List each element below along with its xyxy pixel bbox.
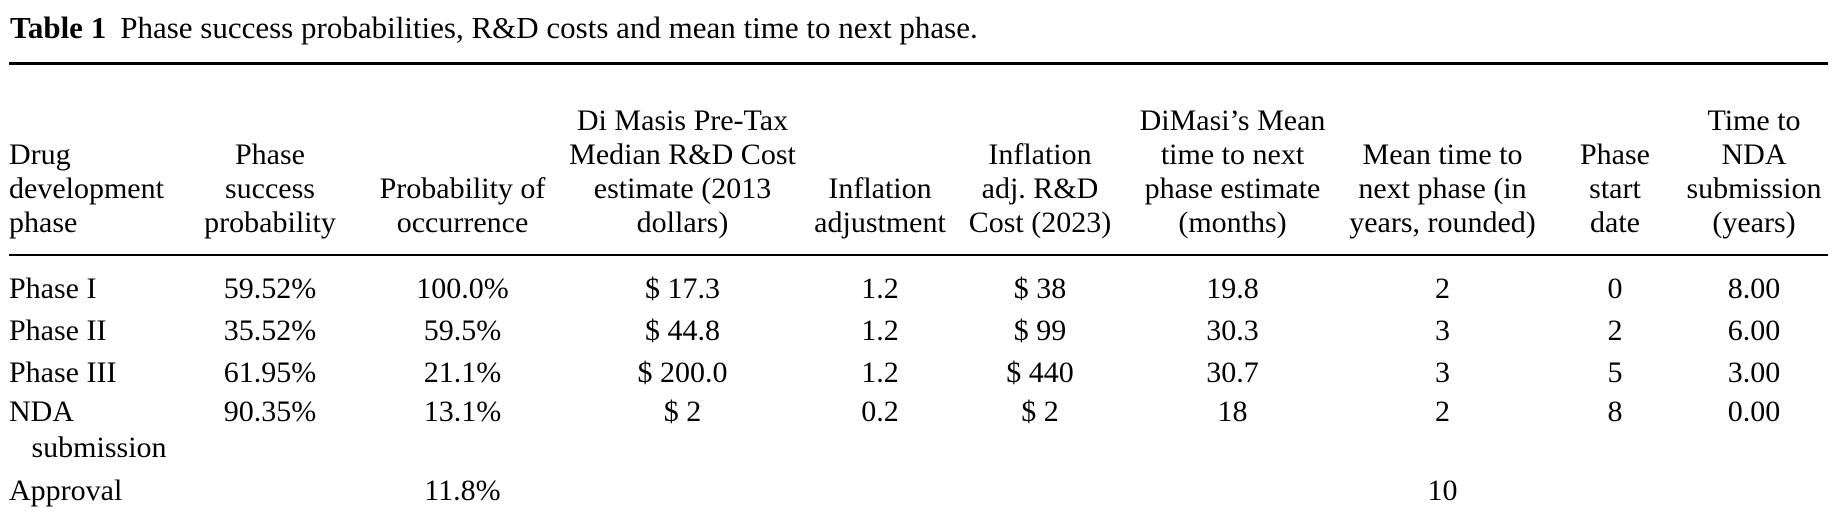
column-header-phase-start-date: Phase start date (1580, 138, 1650, 239)
table-body: Phase I 59.52% 100.0% $ 17.3 1.2 $ 38 19.8 2 0 8.… (9, 255, 1828, 514)
table-cell-inflation-adjustment (810, 466, 950, 514)
table-cell-inflation-adjustment: 0.2 (861, 395, 899, 428)
table-cell-probability-of-occurrence: 59.5% (423, 314, 502, 347)
column-header-mean-time-years-rounded: Mean time to next phase (in years, round… (1349, 138, 1536, 239)
table-cell-time-to-nda-submission-years: 8.00 (1727, 272, 1781, 305)
table-title-text: Phase success probabilities, R&D costs a… (120, 10, 978, 45)
table-cell-phase-success-probability: 35.52% (223, 314, 317, 347)
table-cell-phase-success-probability: 90.35% (223, 395, 317, 428)
table-cell-dimasi-mean-time-months: 18 (1217, 395, 1248, 428)
table-header-row: Drug development phase Phase success pro… (9, 64, 1828, 255)
table-cell-inflation-adjustment: 1.2 (861, 272, 899, 305)
table-cell-inflation-adj-rd-cost-2023: $ 38 (1013, 272, 1067, 305)
table-cell-probability-of-occurrence: 13.1% (423, 395, 502, 428)
table-row: Phase III 61.95% 21.1% $ 200.0 1.2 $ 440 30.7 3… (9, 352, 1828, 394)
table-cell-phase-success-probability (170, 466, 370, 514)
table-cell-mean-time-years-rounded: 2 (1435, 395, 1450, 428)
table-cell-time-to-nda-submission-years (1680, 466, 1828, 514)
table-cell-drug-development-phase: Phase II (9, 314, 107, 347)
table-row: Phase I 59.52% 100.0% $ 17.3 1.2 $ 38 19.8 2 0 8.… (9, 255, 1828, 310)
phase-table: Drug development phase Phase success pro… (9, 62, 1828, 514)
table-row: NDA submission 90.35% 13.1% $ 2 0.2 $ 2 18 2 8 0.… (9, 394, 1828, 466)
table-cell-drug-development-phase: NDA submission (9, 395, 167, 464)
column-header-inflation-adj-rd-cost-2023: Inflation adj. R&D Cost (2023) (968, 138, 1112, 239)
table-cell-phase-start-date: 2 (1607, 314, 1623, 347)
column-header-dimasi-mean-time-months: DiMasi’s Mean time to next phase estimat… (1139, 104, 1326, 239)
table-cell-phase-success-probability: 59.52% (223, 272, 317, 305)
table-cell-dimasi-pretax-median-rd-cost: $ 17.3 (645, 272, 720, 305)
table-cell-probability-of-occurrence: 100.0% (416, 272, 509, 305)
table-cell-phase-start-date (1550, 466, 1680, 514)
table-cell-mean-time-years-rounded: 10 (1427, 474, 1458, 507)
table-cell-dimasi-mean-time-months: 30.7 (1206, 356, 1259, 389)
column-header-time-to-nda-submission: Time to NDA submission (years) (1686, 104, 1822, 239)
table-cell-dimasi-mean-time-months: 19.8 (1206, 272, 1259, 305)
table-cell-time-to-nda-submission-years: 0.00 (1727, 395, 1781, 428)
table-cell-inflation-adj-rd-cost-2023: $ 440 (1006, 356, 1074, 389)
table-cell-dimasi-pretax-median-rd-cost: $ 200.0 (637, 356, 728, 389)
column-header-probability-of-occurrence: Probability of occurrence (379, 172, 546, 239)
table-cell-dimasi-pretax-median-rd-cost: $ 2 (663, 395, 702, 428)
table-cell-inflation-adjustment: 1.2 (861, 356, 899, 389)
table-cell-phase-success-probability: 61.95% (223, 356, 317, 389)
table-cell-dimasi-mean-time-months (1130, 466, 1335, 514)
table-row: Approval 11.8% 10 (9, 466, 1828, 514)
table-cell-inflation-adj-rd-cost-2023: $ 2 (1021, 395, 1059, 428)
table-title: Table 1 Phase success probabilities, R&D … (9, 0, 1828, 62)
table-cell-drug-development-phase: Phase I (9, 272, 97, 305)
table-cell-phase-start-date: 0 (1607, 272, 1623, 305)
table-cell-probability-of-occurrence: 21.1% (423, 356, 502, 389)
column-header-inflation-adjustment: Inflation adjustment (814, 172, 946, 239)
table-cell-dimasi-mean-time-months: 30.3 (1206, 314, 1259, 347)
table-cell-inflation-adj-rd-cost-2023 (950, 466, 1130, 514)
column-header-dimasi-pretax-median-rd-cost: Di Masis Pre-Tax Median R&D Cost estimat… (569, 104, 796, 239)
table-cell-time-to-nda-submission-years: 3.00 (1727, 356, 1781, 389)
column-header-phase-success-probability: Phase success probability (204, 138, 336, 239)
table-cell-phase-start-date: 8 (1607, 395, 1623, 428)
table-cell-mean-time-years-rounded: 2 (1435, 272, 1450, 305)
column-header-drug-development-phase: Drug development phase (9, 138, 164, 239)
table-cell-time-to-nda-submission-years: 6.00 (1727, 314, 1781, 347)
table-cell-inflation-adj-rd-cost-2023: $ 99 (1013, 314, 1067, 347)
table-cell-probability-of-occurrence: 11.8% (424, 474, 501, 507)
table-cell-drug-development-phase: Approval (9, 474, 123, 507)
table-title-label: Table 1 (10, 10, 107, 45)
table-cell-inflation-adjustment: 1.2 (861, 314, 899, 347)
table-cell-mean-time-years-rounded: 3 (1435, 356, 1450, 389)
table-cell-mean-time-years-rounded: 3 (1435, 314, 1450, 347)
table-cell-dimasi-pretax-median-rd-cost: $ 44.8 (645, 314, 720, 347)
table-row: Phase II 35.52% 59.5% $ 44.8 1.2 $ 99 30.3 3 2 6.… (9, 310, 1828, 352)
table-cell-drug-development-phase: Phase III (9, 356, 117, 389)
table-cell-phase-start-date: 5 (1607, 356, 1623, 389)
table-cell-dimasi-pretax-median-rd-cost (555, 466, 810, 514)
